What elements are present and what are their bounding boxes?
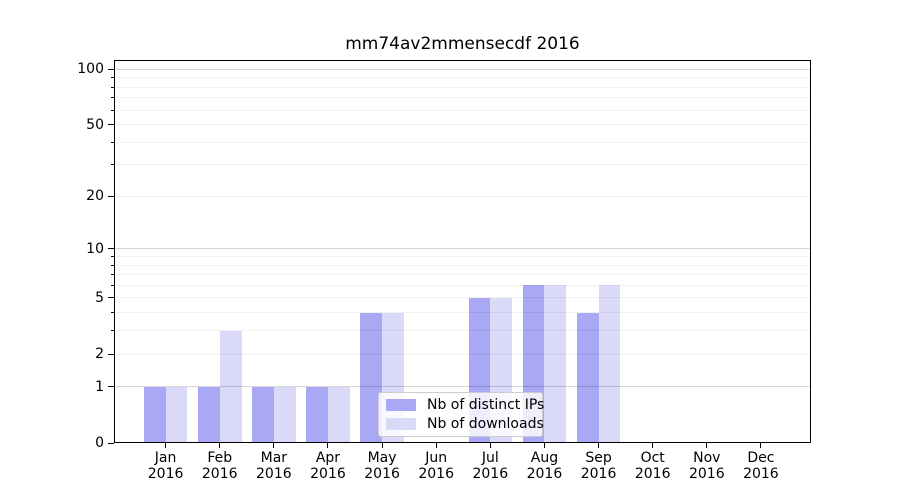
bar-downloads-apr: [327, 386, 350, 443]
x-tick-label: Sep 2016: [580, 450, 617, 482]
y-tick: [108, 353, 114, 355]
x-tick: [381, 443, 383, 448]
bar-distinct-ips-feb: [197, 386, 220, 443]
y-tick-label: 2: [95, 346, 104, 363]
legend-item-distinct-ips: Nb of distinct IPs: [386, 395, 544, 415]
gridline-minor: [114, 284, 811, 286]
bar-distinct-ips-apr: [306, 386, 328, 443]
y-tick: [108, 297, 114, 299]
gridline-minor: [114, 297, 811, 299]
y-tick: [108, 386, 114, 388]
x-tick-label: Oct 2016: [634, 450, 671, 482]
y-tick: [108, 68, 114, 70]
gridline-minor: [114, 264, 811, 266]
y-tick: [108, 442, 114, 444]
legend-label-distinct-ips: Nb of distinct IPs: [427, 396, 545, 413]
y-minor-tick: [110, 77, 114, 79]
y-minor-tick: [110, 141, 114, 143]
gridline-minor: [114, 86, 811, 88]
bar-downloads-aug: [544, 285, 567, 443]
legend-item-downloads: Nb of downloads: [386, 415, 544, 435]
gridline-minor: [114, 77, 811, 79]
gridline-minor: [114, 124, 811, 126]
y-tick-label: 1: [95, 378, 104, 395]
y-minor-tick: [110, 330, 114, 332]
x-tick: [760, 443, 762, 448]
x-tick-label: Jan 2016: [147, 450, 184, 482]
x-tick: [706, 443, 708, 448]
gridline-major: [114, 386, 811, 388]
x-tick: [165, 443, 167, 448]
x-tick: [543, 443, 545, 448]
gridline-minor: [114, 97, 811, 99]
x-tick: [489, 443, 491, 448]
x-tick: [652, 443, 654, 448]
legend: Nb of distinct IPs Nb of downloads: [378, 392, 544, 437]
gridline-minor: [114, 164, 811, 166]
x-tick-label: Aug 2016: [526, 450, 563, 482]
gridline-minor: [114, 195, 811, 197]
y-minor-tick: [110, 312, 114, 314]
x-tick: [435, 443, 437, 448]
y-minor-tick: [110, 97, 114, 99]
y-minor-tick: [110, 274, 114, 276]
legend-label-downloads: Nb of downloads: [427, 416, 544, 433]
x-tick-label: Nov 2016: [688, 450, 725, 482]
x-tick-label: Jul 2016: [472, 450, 509, 482]
x-tick-label: Mar 2016: [256, 450, 292, 482]
gridline-minor: [114, 353, 811, 355]
y-minor-tick: [110, 86, 114, 88]
bar-distinct-ips-may: [360, 312, 383, 443]
gridline-minor: [114, 274, 811, 276]
gridline-minor: [114, 141, 811, 143]
y-tick-label: 10: [86, 240, 104, 257]
x-tick-label: Dec 2016: [743, 450, 779, 482]
bar-distinct-ips-sep: [576, 312, 599, 443]
bar-downloads-sep: [598, 285, 621, 443]
x-tick: [273, 443, 275, 448]
x-tick-label: Feb 2016: [201, 450, 238, 482]
gridline-minor: [114, 256, 811, 257]
gridline-minor: [114, 330, 811, 332]
y-minor-tick: [110, 256, 114, 257]
x-tick: [219, 443, 221, 448]
y-minor-tick: [110, 264, 114, 266]
y-tick-label: 100: [77, 61, 104, 78]
x-tick-label: Apr 2016: [310, 450, 346, 482]
y-tick-label: 5: [95, 289, 104, 306]
gridline-major: [114, 68, 811, 70]
bar-distinct-ips-mar: [252, 386, 274, 443]
gridline-minor: [114, 109, 811, 111]
x-tick-label: Jun 2016: [418, 450, 454, 482]
y-tick-label: 20: [86, 188, 104, 205]
x-tick: [598, 443, 600, 448]
legend-swatch-downloads: [386, 418, 416, 431]
chart-title: mm74av2mmensecdf 2016: [345, 34, 580, 54]
bar-downloads-jan: [165, 386, 188, 443]
y-minor-tick: [110, 109, 114, 111]
y-tick-label: 50: [86, 116, 104, 133]
y-tick: [108, 248, 114, 250]
gridline-minor: [114, 312, 811, 314]
bar-downloads-mar: [273, 386, 296, 443]
x-tick: [327, 443, 329, 448]
x-tick-label: May 2016: [364, 450, 400, 482]
y-tick: [108, 124, 114, 126]
y-tick-label: 0: [95, 435, 104, 451]
bar-distinct-ips-jan: [143, 386, 166, 443]
y-tick: [108, 195, 114, 197]
legend-swatch-distinct-ips: [386, 398, 416, 411]
plot-frame: [114, 60, 811, 443]
gridline-major: [114, 248, 811, 250]
bar-downloads-feb: [219, 330, 242, 443]
y-minor-tick: [110, 284, 114, 286]
y-minor-tick: [110, 164, 114, 166]
